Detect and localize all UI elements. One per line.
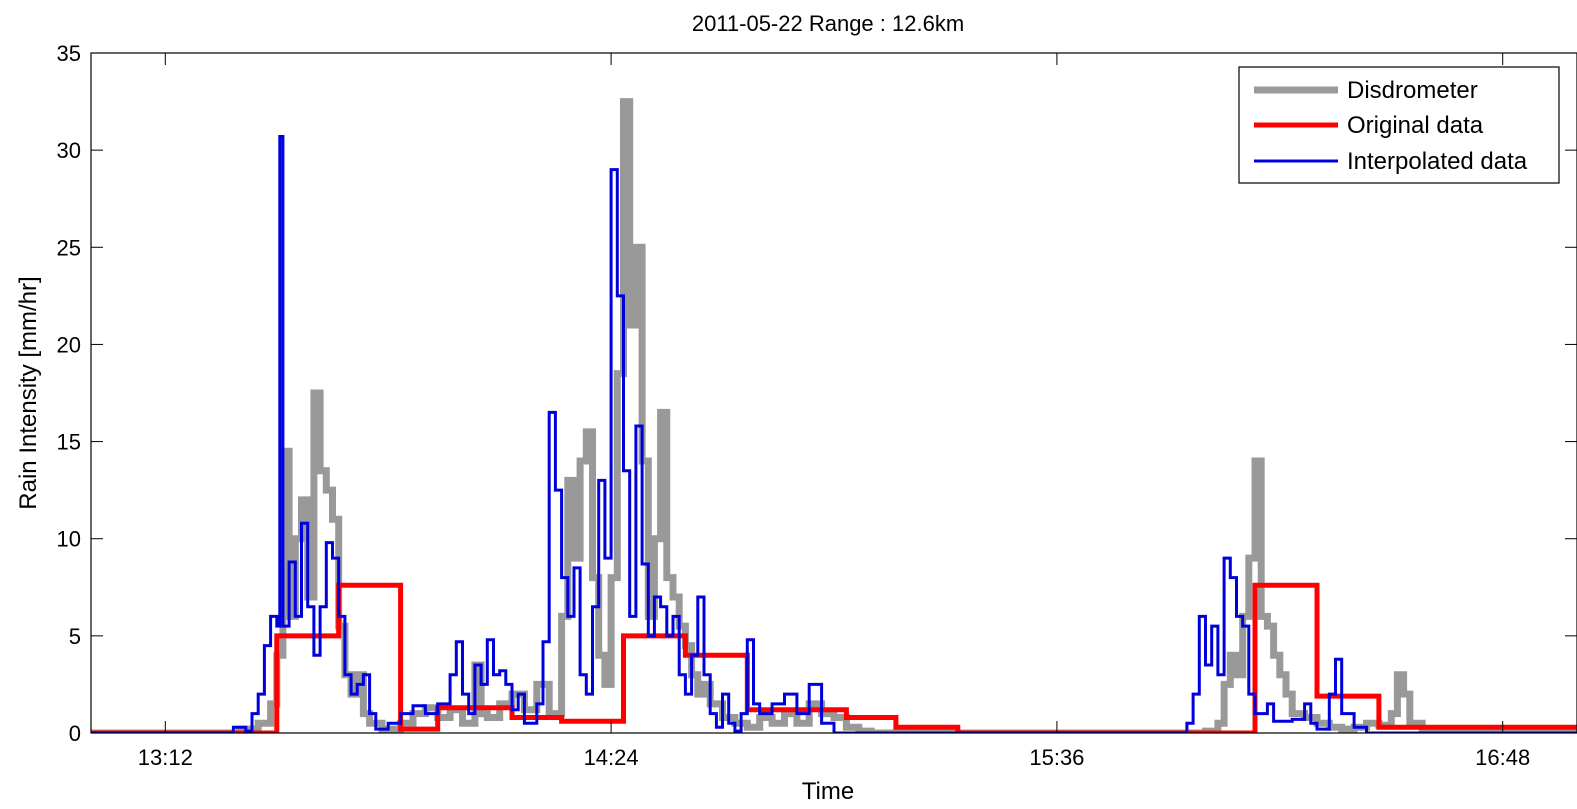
legend: Disdrometer Original data Interpolated d… <box>1238 66 1560 184</box>
y-tick-label: 15 <box>57 430 81 455</box>
series-layer <box>91 98 1577 733</box>
y-tick-label: 20 <box>57 332 81 357</box>
y-tick-label: 0 <box>69 721 81 746</box>
plot-area-frame <box>90 52 1577 734</box>
x-tick-label: 16:48 <box>1475 745 1530 770</box>
y-axis-label: Rain Intensity [mm/hr] <box>15 276 42 509</box>
y-tick-label: 30 <box>57 138 81 163</box>
legend-label-disdrometer: Disdrometer <box>1347 77 1478 104</box>
x-axis-label: Time <box>802 778 854 805</box>
x-tick-label: 14:24 <box>584 745 639 770</box>
y-tick-label: 25 <box>57 235 81 260</box>
y-tick-label: 10 <box>57 527 81 552</box>
chart-title: 2011-05-22 Range : 12.6km <box>692 11 964 36</box>
legend-label-interpolated-data: Interpolated data <box>1347 148 1528 175</box>
x-tick-label: 15:36 <box>1029 745 1084 770</box>
axis-ticks: 0 5 10 15 20 25 30 35 13:12 14:24 15:36 16:48 <box>57 41 1577 770</box>
y-tick-label: 5 <box>69 624 81 649</box>
legend-label-original-data: Original data <box>1347 112 1484 139</box>
y-tick-label: 35 <box>57 41 81 66</box>
x-tick-label: 13:12 <box>138 745 193 770</box>
series-line-original-data <box>91 582 1577 733</box>
series-line-interpolated-data <box>91 135 1577 733</box>
